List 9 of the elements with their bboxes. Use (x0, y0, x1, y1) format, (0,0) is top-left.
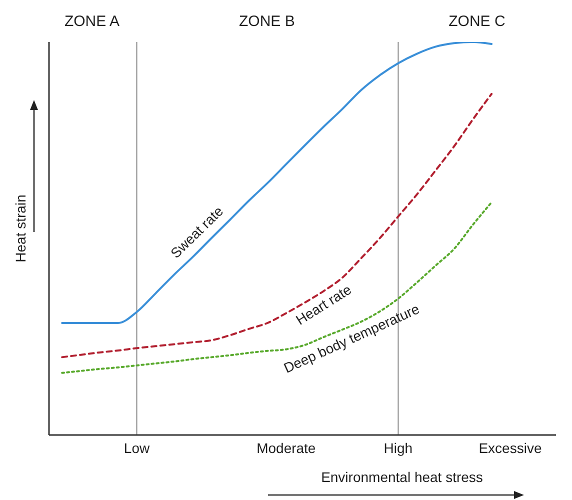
text: ZONE B (238, 13, 295, 30)
x-tick-label: Moderate (256, 440, 316, 456)
text: ZONE A (64, 13, 120, 30)
text: ZONE C (448, 13, 506, 30)
x-axis-title: Environmental heat stress (321, 469, 483, 485)
x-tick-label: Low (124, 440, 150, 456)
y-axis-title: Heat strain (12, 194, 29, 262)
x-tick-label: Excessive (478, 440, 542, 456)
x-tick-label: High (384, 440, 413, 456)
